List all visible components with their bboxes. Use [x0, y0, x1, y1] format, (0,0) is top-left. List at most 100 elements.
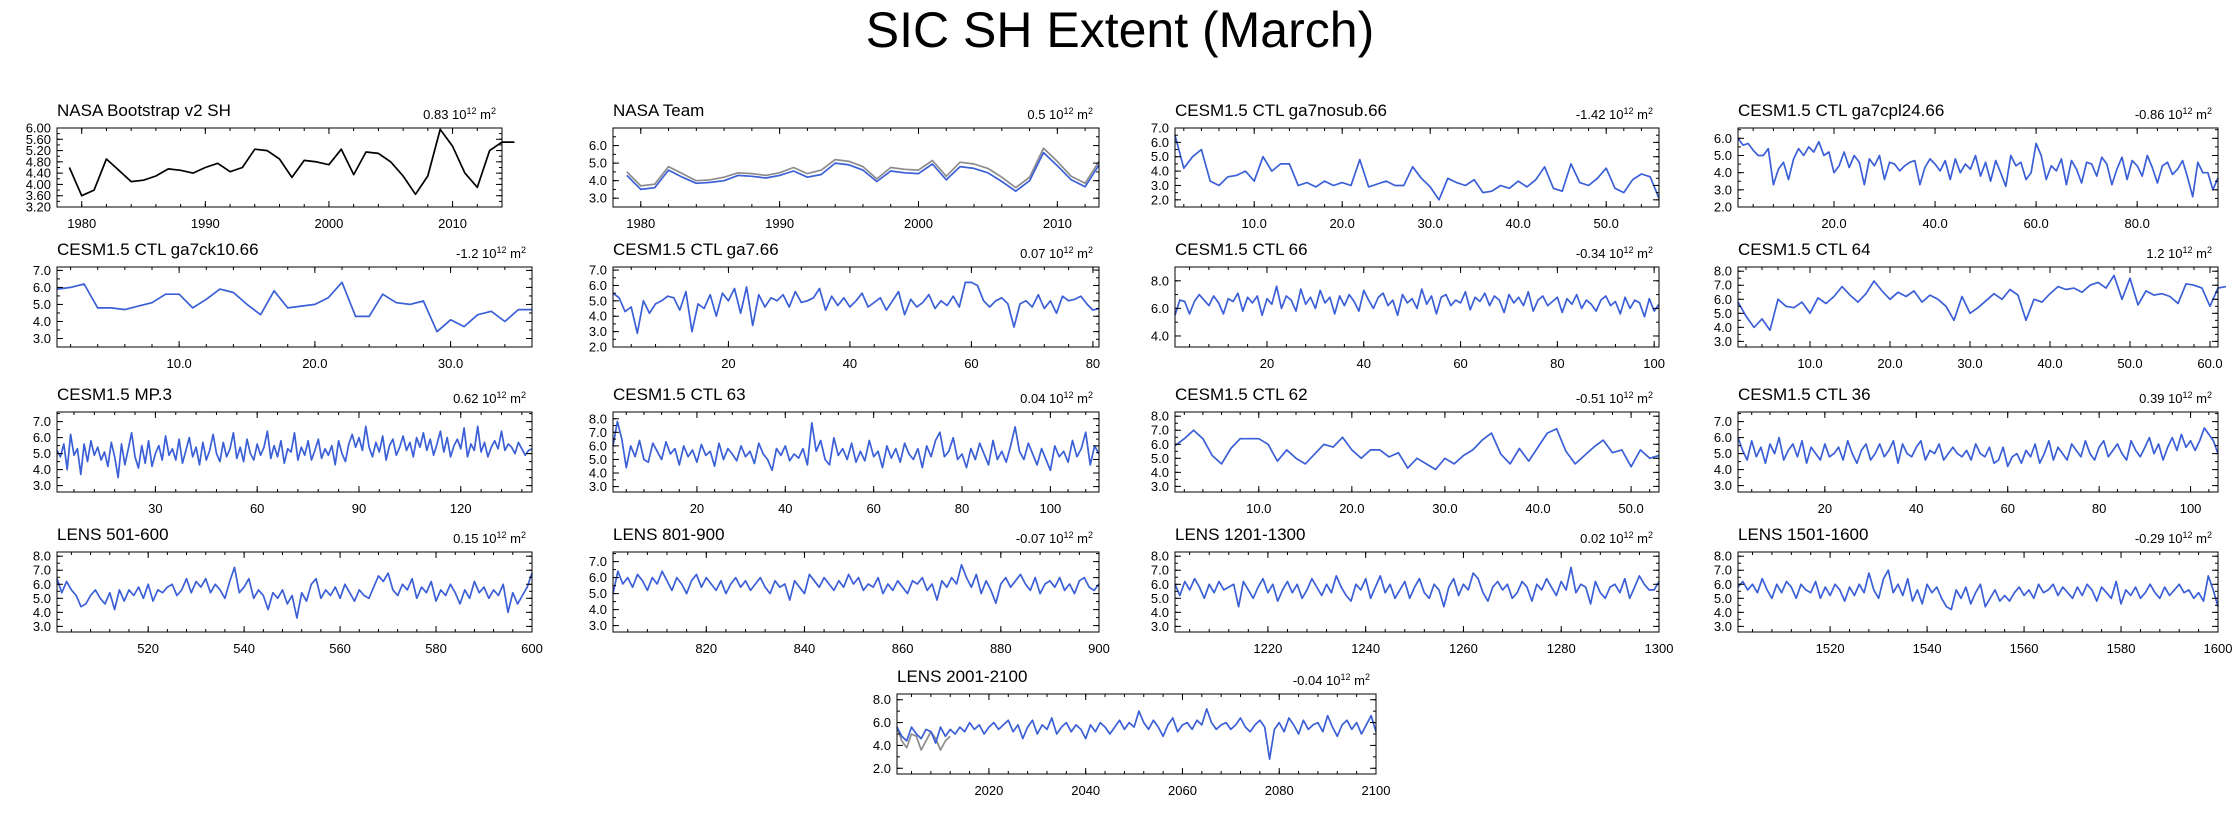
trend-value: 0.5 10 — [1027, 107, 1063, 122]
trend-unit-power: 2 — [1088, 106, 1093, 116]
y-tick-label: 7.0 — [1151, 423, 1169, 438]
y-tick-label: 8.0 — [873, 692, 891, 707]
trend-unit: m — [507, 391, 521, 406]
trend-exponent: 12 — [497, 390, 507, 400]
series-line — [612, 420, 1100, 472]
y-tick-label: 5.0 — [589, 293, 607, 308]
series-line — [626, 147, 1100, 189]
panel-title: LENS 1201-1300 — [1175, 525, 1305, 544]
x-tick-label: 1300 — [1645, 641, 1674, 656]
series-line — [56, 281, 532, 333]
trend-exponent: 12 — [1624, 390, 1634, 400]
x-tick-label: 100 — [1040, 501, 1062, 516]
y-tick-label: 2.0 — [1714, 200, 1732, 215]
x-tick-label: 60 — [964, 356, 978, 371]
trend-unit: m — [1351, 673, 1365, 688]
panel-title: CESM1.5 MP.3 — [57, 385, 172, 404]
trend-value: -1.42 10 — [1576, 107, 1624, 122]
chart-panel: 1980 1990 2000 2010 3.203.604.004.404.805.20… — [26, 101, 515, 231]
trend-value: -0.86 10 — [2135, 107, 2183, 122]
y-tick-label: 3.0 — [1151, 178, 1169, 193]
trend-unit-power: 2 — [1088, 530, 1093, 540]
y-tick-label: 5.0 — [1714, 591, 1732, 606]
trend-value: -1.2 10 — [456, 246, 496, 261]
y-tick-label: 4.0 — [33, 462, 51, 477]
trend-unit-power: 2 — [2207, 106, 2212, 116]
y-tick-label: 3.0 — [1714, 182, 1732, 197]
y-tick-label: 6.0 — [589, 570, 607, 585]
y-tick-label: 7.0 — [589, 554, 607, 569]
trend-label: -0.29 1012 m2 — [2135, 530, 2212, 546]
y-tick-label: 3.20 — [26, 200, 51, 215]
trend-value: 0.15 10 — [453, 531, 496, 546]
y-tick-label: 4.0 — [1151, 164, 1169, 179]
trend-exponent: 12 — [497, 530, 507, 540]
y-tick-label: 4.0 — [589, 309, 607, 324]
series-line — [626, 151, 1100, 193]
trend-unit-power: 2 — [2207, 530, 2212, 540]
y-tick-label: 5.0 — [1151, 591, 1169, 606]
y-tick-label: 3.0 — [33, 619, 51, 634]
y-tick-label: 8.0 — [1151, 409, 1169, 424]
trend-unit: m — [2193, 391, 2207, 406]
y-tick-label: 7.0 — [33, 414, 51, 429]
y-tick-label: 4.0 — [1714, 462, 1732, 477]
y-tick-label: 6.0 — [33, 280, 51, 295]
y-tick-label: 3.0 — [589, 618, 607, 633]
trend-unit: m — [1074, 391, 1088, 406]
y-tick-label: 5.0 — [33, 591, 51, 606]
panel-title: CESM1.5 CTL 66 — [1175, 240, 1308, 259]
trend-label: 0.07 1012 m2 — [1020, 245, 1093, 261]
y-tick-label: 7.0 — [33, 563, 51, 578]
trend-value: -0.29 10 — [2135, 531, 2183, 546]
x-tick-label: 80 — [1086, 356, 1100, 371]
x-tick-label: 40 — [1909, 501, 1923, 516]
chart-panel: 10.0 20.0 30.0 3.0 4.0 5.0 6.0 7.0 CESM1.5 CTL g… — [33, 240, 533, 371]
y-tick-label: 3.0 — [1714, 478, 1732, 493]
x-tick-label: 10.0 — [1242, 216, 1267, 231]
y-tick-label: 8.0 — [589, 411, 607, 426]
y-tick-label: 5.0 — [589, 156, 607, 171]
series-line — [56, 425, 533, 479]
x-tick-label: 1520 — [1816, 641, 1845, 656]
y-tick-label: 6.0 — [1151, 301, 1169, 316]
trend-unit-power: 2 — [1648, 390, 1653, 400]
x-tick-label: 30.0 — [1957, 356, 1982, 371]
y-tick-label: 4.40 — [26, 166, 51, 181]
trend-label: -0.34 1012 m2 — [1576, 245, 1653, 261]
trend-value: 0.62 10 — [453, 391, 496, 406]
trend-value: 0.04 10 — [1020, 391, 1063, 406]
x-tick-label: 60 — [250, 501, 264, 516]
x-tick-label: 1980 — [67, 216, 96, 231]
y-tick-label: 7.0 — [589, 263, 607, 278]
y-tick-label: 6.0 — [1151, 577, 1169, 592]
chart-panel: 20 40 60 80 2.03.04.05.06.07.0 CESM1.5 CTL ga… — [589, 240, 1100, 371]
x-tick-label: 30.0 — [1418, 216, 1443, 231]
x-tick-label: 80 — [955, 501, 969, 516]
y-tick-label: 8.0 — [33, 549, 51, 564]
x-tick-label: 520 — [137, 641, 159, 656]
trend-value: 0.39 10 — [2139, 391, 2182, 406]
x-tick-label: 80 — [1550, 356, 1564, 371]
panel-title: CESM1.5 CTL ga7nosub.66 — [1175, 101, 1387, 120]
x-tick-label: 80 — [2092, 501, 2106, 516]
x-tick-label: 1220 — [1253, 641, 1282, 656]
trend-exponent: 12 — [1064, 390, 1074, 400]
y-tick-label: 4.0 — [1714, 320, 1732, 335]
series-line — [1174, 427, 1660, 471]
trend-unit: m — [1634, 107, 1648, 122]
x-tick-label: 2010 — [1043, 216, 1072, 231]
y-tick-label: 6.0 — [1151, 135, 1169, 150]
y-tick-label: 5.0 — [1151, 451, 1169, 466]
trend-value: -0.51 10 — [1576, 391, 1624, 406]
x-tick-label: 860 — [892, 641, 914, 656]
y-tick-label: 3.60 — [26, 188, 51, 203]
trend-exponent: 12 — [2183, 245, 2193, 255]
trend-unit: m — [507, 531, 521, 546]
x-tick-label: 10.0 — [1797, 356, 1822, 371]
trend-unit: m — [1074, 107, 1088, 122]
x-tick-label: 80.0 — [2125, 216, 2150, 231]
trend-unit-power: 2 — [521, 245, 526, 255]
